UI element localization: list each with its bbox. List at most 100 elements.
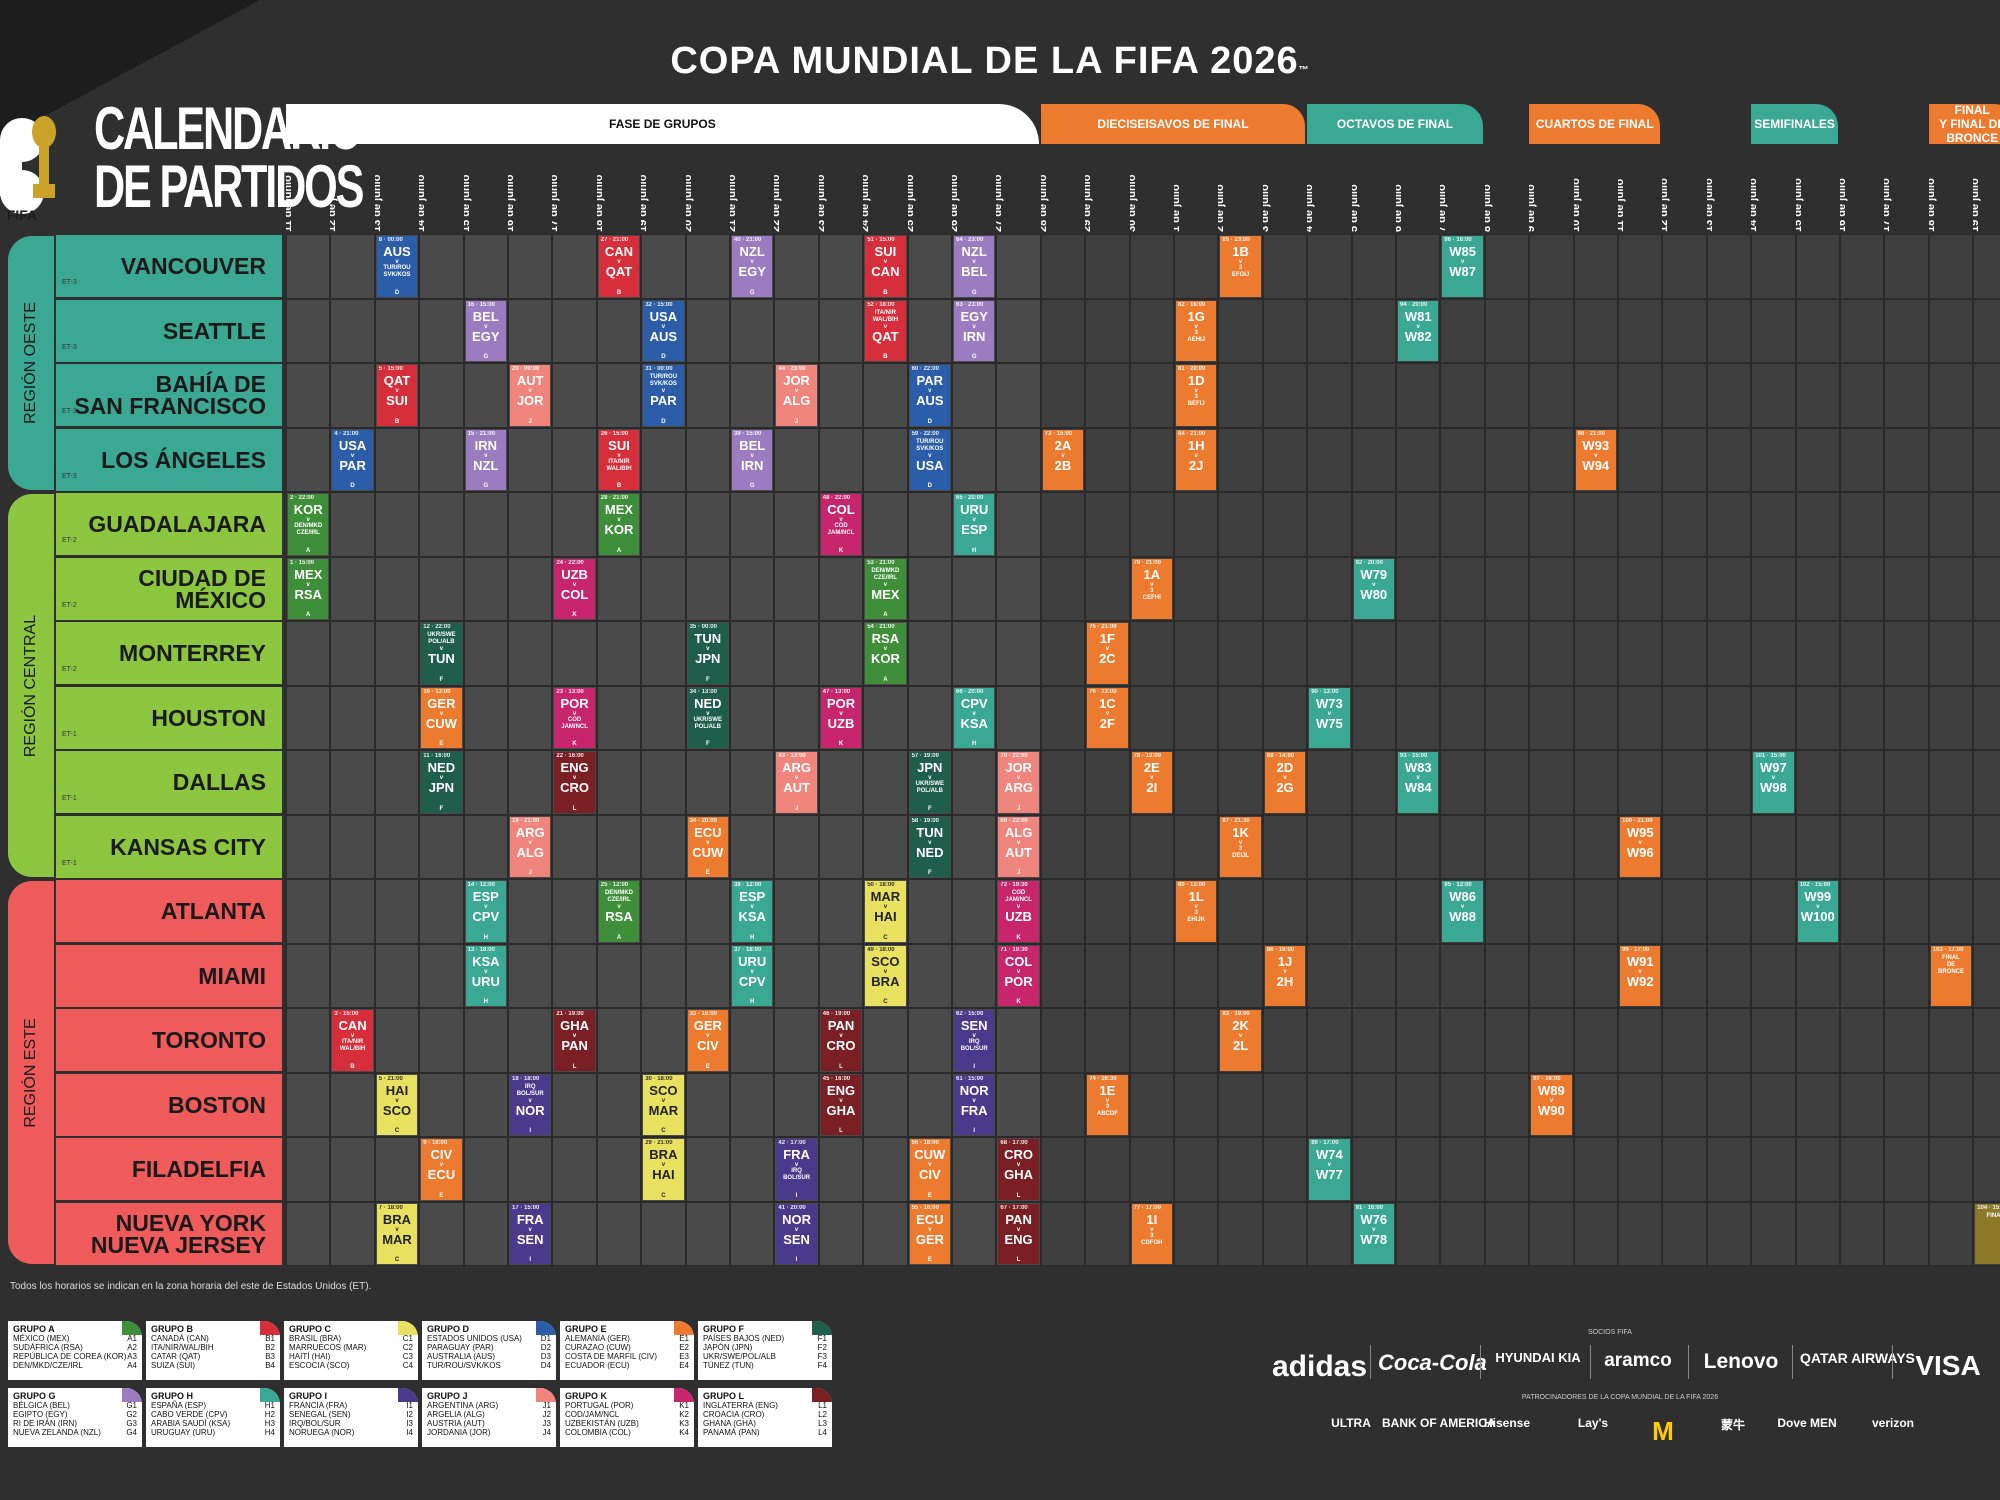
match-card[interactable]: 21 · 19:00 GHA v PAN L xyxy=(554,1010,595,1071)
match-card[interactable]: 75 · 21:00 1F v 2C xyxy=(1087,623,1128,684)
match-card[interactable]: 2 · 22:00 KOR v DEN/MKD CZE/IRL A xyxy=(288,494,329,555)
match-card[interactable]: 84 · 21:00 1H v 2J xyxy=(1176,429,1217,490)
match-card[interactable]: 48 · 22:00 COL v COD JAM/NCL K xyxy=(820,494,862,555)
match-card[interactable]: 99 · 17:00 W91 v W92 xyxy=(1620,945,1661,1006)
match-card[interactable]: 5 · 21:00 HAI v SCO C xyxy=(376,1074,418,1135)
match-card[interactable]: 64 · 23:00 NZL v BEL G xyxy=(954,236,995,297)
match-card[interactable]: 61 · 15:00 NOR v FRA I xyxy=(954,1074,995,1135)
match-card[interactable]: 100 · 21:00 W95 v W96 xyxy=(1620,816,1661,877)
match-card[interactable]: 90 · 13:00 W73 v W75 xyxy=(1309,687,1350,748)
match-card[interactable]: 32 · 15:00 USA v AUS D xyxy=(643,300,684,361)
match-card[interactable]: 103 · 17:00 FINAL DE BRONCE xyxy=(1930,945,1972,1006)
match-card[interactable]: 59 · 22:00 TUR/ROU SVK/KOS v USA D xyxy=(909,429,950,490)
match-card[interactable]: 92 · 20:00 W79 v W80 xyxy=(1353,558,1394,619)
match-card[interactable]: 7 · 18:00 BRA v MAR C xyxy=(376,1203,418,1264)
match-card[interactable]: 4 · 21:00 USA v PAR D xyxy=(332,429,373,490)
match-card[interactable]: 54 · 21:00 RSA v KOR A xyxy=(865,623,906,684)
match-card[interactable]: 62 · 15:00 SEN v IRQ BOL/SUR I xyxy=(954,1010,995,1071)
match-card[interactable]: 15 · 21:00 IRN v NZL G xyxy=(465,429,506,490)
match-card[interactable]: 9 · 19:00 CIV v ECU E xyxy=(421,1139,462,1200)
match-card[interactable]: 88 · 14:00 2D v 2G xyxy=(1264,752,1306,813)
match-card[interactable]: 33 · 16:00 GER v CIV E xyxy=(687,1010,728,1071)
match-card[interactable]: 87 · 21:30 1K v 3 DEIJL xyxy=(1220,816,1261,877)
match-card[interactable]: 102 · 15:00 W99 v W100 xyxy=(1797,881,1838,942)
match-card[interactable]: 74 · 16:30 1E v 3 ABCDF xyxy=(1087,1074,1128,1135)
match-card[interactable]: 34 · 20:00 ECU v CUW E xyxy=(687,816,728,877)
match-card[interactable]: 23 · 13:00 POR v COD JAM/NCL K xyxy=(554,687,595,748)
match-card[interactable]: 26 · 15:00 SUI v ITA/NIR WAL/BIH B xyxy=(598,429,640,490)
match-card[interactable]: 72 · 19:30 COD JAM/NCL v UZB K xyxy=(998,881,1039,942)
match-card[interactable]: 65 · 20:00 URU v ESP H xyxy=(954,494,995,555)
match-card[interactable]: 1 · 15:00 MEX v RSA A xyxy=(288,558,329,619)
match-card[interactable]: 31 · 00:00 TUR/ROU SVK/KOS v PAR D xyxy=(643,365,684,426)
match-card[interactable]: 67 · 17:00 PAN v ENG L xyxy=(998,1203,1039,1264)
match-card[interactable]: 101 · 15:00 W97 v W98 xyxy=(1753,752,1794,813)
match-card[interactable]: 5 · 15:00 QAT v SUI B xyxy=(376,365,418,426)
match-card[interactable]: 17 · 15:00 FRA v SEN I xyxy=(510,1203,551,1264)
match-card[interactable]: 51 · 15:00 SUI v CAN B xyxy=(865,236,906,297)
match-card[interactable]: 43 · 13:00 ARG v AUT J xyxy=(776,752,817,813)
match-card[interactable]: 25 · 12:00 DEN/MKD CZE/IRL v RSA A xyxy=(598,881,640,942)
match-card[interactable]: 46 · 19:00 PAN v CRO L xyxy=(820,1010,862,1071)
match-card[interactable]: 83 · 19:00 2K v 2L xyxy=(1220,1010,1261,1071)
match-card[interactable]: 40 · 21:00 NZL v EGY G xyxy=(732,236,773,297)
match-card[interactable]: 29 · 21:00 BRA v HAI C xyxy=(643,1139,684,1200)
match-card[interactable]: 97 · 16:00 W89 v W90 xyxy=(1531,1074,1572,1135)
match-card[interactable]: 93 · 15:00 W83 v W84 xyxy=(1398,752,1439,813)
match-card[interactable]: 45 · 16:00 ENG v GHA L xyxy=(820,1074,862,1135)
match-card[interactable]: 49 · 18:00 SCO v BRA C xyxy=(865,945,906,1006)
match-card[interactable]: 18 · 18:00 IRQ BOL/SUR v NOR I xyxy=(510,1074,551,1135)
match-card[interactable]: 16 · 15:00 BEL v EGY G xyxy=(465,300,506,361)
match-card[interactable]: 81 · 20:00 1D v 3 BEFIJ xyxy=(1176,365,1217,426)
match-card[interactable]: 91 · 16:00 W76 v W78 xyxy=(1353,1203,1394,1264)
match-card[interactable]: 8 · 00:00 AUS v TUR/ROU SVK/KOS D xyxy=(376,236,418,297)
match-card[interactable]: 96 · 16:00 W85 v W87 xyxy=(1442,236,1483,297)
match-card[interactable]: 76 · 13:00 1C v 2F xyxy=(1087,687,1128,748)
match-card[interactable]: 80 · 12:00 1L v 3 EHIJK xyxy=(1176,881,1217,942)
match-card[interactable]: 66 · 20:00 CPV v KSA H xyxy=(954,687,995,748)
match-card[interactable]: 42 · 17:00 FRA v IRQ BOL/SUR I xyxy=(776,1139,817,1200)
match-card[interactable]: 58 · 19:00 TUN v NED F xyxy=(909,816,950,877)
match-card[interactable]: 85 · 23:00 1B v 3 EFGIJ xyxy=(1220,236,1261,297)
match-card[interactable]: 12 · 22:00 UKR/SWE POL/ALB v TUN F xyxy=(421,623,462,684)
match-card[interactable]: 82 · 16:00 1G v 3 AEHIJ xyxy=(1176,300,1217,361)
match-card[interactable]: 10 · 13:00 GER v CUW E xyxy=(421,687,462,748)
match-card[interactable]: 98 · 21:00 W93 v W94 xyxy=(1575,429,1616,490)
match-card[interactable]: 22 · 16:00 ENG v CRO L xyxy=(554,752,595,813)
match-card[interactable]: 11 · 16:00 NED v JPN F xyxy=(421,752,462,813)
match-card[interactable]: 94 · 20:00 W81 v W82 xyxy=(1398,300,1439,361)
match-card[interactable]: 52 · 18:00 ITA/NIR WAL/BIH v QAT B xyxy=(865,300,906,361)
match-card[interactable]: 55 · 16:00 ECU v GER E xyxy=(909,1203,950,1264)
match-card[interactable]: 30 · 18:00 SCO v MAR C xyxy=(643,1074,684,1135)
match-card[interactable]: 37 · 18:00 URU v CPV H xyxy=(732,945,773,1006)
match-card[interactable]: 56 · 16:00 CUW v CIV E xyxy=(909,1139,950,1200)
match-card[interactable]: 71 · 19:30 COL v POR K xyxy=(998,945,1039,1006)
match-card[interactable]: 95 · 12:00 W86 v W88 xyxy=(1442,881,1483,942)
match-card[interactable]: 20 · 00:00 AUT v JOR J xyxy=(510,365,551,426)
match-card[interactable]: 24 · 22:00 UZB v COL K xyxy=(554,558,595,619)
match-card[interactable]: 78 · 13:00 2E v 2I xyxy=(1131,752,1172,813)
match-card[interactable]: 50 · 18:00 MAR v HAI C xyxy=(865,881,906,942)
match-card[interactable]: 3 · 15:00 CAN v ITA/NIR WAL/BIH B xyxy=(332,1010,373,1071)
match-card[interactable]: 34 · 13:00 NED v UKR/SWE POL/ALB F xyxy=(687,687,728,748)
match-card[interactable]: 68 · 17:00 CRO v GHA L xyxy=(998,1139,1039,1200)
match-card[interactable]: 41 · 20:00 NOR v SEN I xyxy=(776,1203,817,1264)
match-card[interactable]: 63 · 23:00 EGY v IRN G xyxy=(954,300,995,361)
match-card[interactable]: 28 · 21:00 MEX v KOR A xyxy=(598,494,640,555)
match-card[interactable]: 69 · 22:00 ALG v AUT J xyxy=(998,816,1039,877)
match-card[interactable]: 89 · 17:00 W74 v W77 xyxy=(1309,1139,1350,1200)
match-card[interactable]: 14 · 12:00 ESP v CPV H xyxy=(465,881,506,942)
match-card[interactable]: 60 · 22:00 PAR v AUS D xyxy=(909,365,950,426)
match-card[interactable]: 70 · 22:00 JOR v ARG J xyxy=(998,752,1039,813)
match-card[interactable]: 47 · 13:00 POR v UZB K xyxy=(820,687,862,748)
match-card[interactable]: 73 · 15:00 2A v 2B xyxy=(1042,429,1084,490)
match-card[interactable]: 53 · 21:00 DEN/MKD CZE/IRL v MEX A xyxy=(865,558,906,619)
match-card[interactable]: 77 · 17:00 1I v 3 CDFGH xyxy=(1131,1203,1172,1264)
match-card[interactable]: 79 · 21:00 1A v 3 CEFHI xyxy=(1131,558,1172,619)
match-card[interactable]: 39 · 15:00 BEL v IRN G xyxy=(732,429,773,490)
match-card[interactable]: 57 · 19:00 JPN v UKR/SWE POL/ALB F xyxy=(909,752,950,813)
match-card[interactable]: 19 · 21:00 ARG v ALG J xyxy=(510,816,551,877)
match-card[interactable]: 13 · 18:00 KSA v URU H xyxy=(465,945,506,1006)
match-card[interactable]: 44 · 23:00 JOR v ALG J xyxy=(776,365,817,426)
